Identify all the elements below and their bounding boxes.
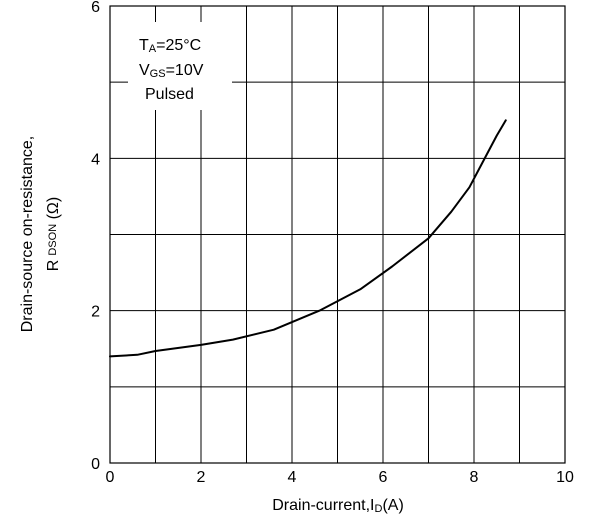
x-tick-label: 4	[288, 469, 297, 486]
annotation-vgs: VGS=10V	[139, 62, 204, 80]
x-tick-label: 8	[470, 469, 479, 486]
tick-labels: 0 2 4 6 8 10 0 2 4 6	[91, 0, 574, 486]
annotation-pulsed: Pulsed	[145, 86, 194, 103]
annotation-box	[128, 22, 232, 110]
y-tick-label: 0	[91, 456, 100, 473]
grid	[110, 6, 565, 463]
x-axis-title: Drain-current,ID(A)	[272, 497, 404, 515]
series-layer	[109, 119, 507, 358]
y-tick-label: 6	[91, 0, 100, 16]
y-axis-title-line1: Drain-source on-resistance,	[19, 136, 36, 333]
y-axis-title-line2: RDSON (Ω)	[45, 197, 62, 271]
x-tick-label: 10	[556, 469, 574, 486]
annotation-temperature: TA=25°C	[139, 37, 201, 55]
x-tick-label: 2	[197, 469, 206, 486]
series-line	[109, 119, 507, 358]
plot-frame	[109, 5, 566, 464]
x-tick-label: 0	[106, 469, 115, 486]
plot-border	[109, 5, 566, 464]
y-tick-label: 4	[91, 151, 100, 168]
x-tick-label: 6	[379, 469, 388, 486]
y-tick-label: 2	[91, 304, 100, 321]
